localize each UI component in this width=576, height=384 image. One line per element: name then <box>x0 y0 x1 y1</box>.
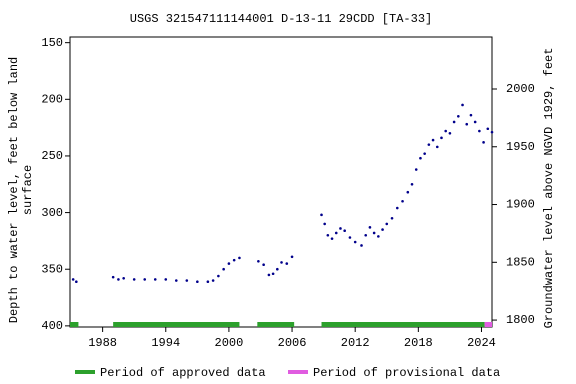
data-point <box>326 233 330 237</box>
data-point <box>238 256 241 260</box>
data-point <box>372 231 376 235</box>
data-point <box>280 261 283 264</box>
period-bar <box>484 322 492 327</box>
y-tick-label: 350 <box>41 262 63 276</box>
data-point <box>410 182 414 186</box>
y-tick-label: 300 <box>41 206 63 220</box>
x-tick-label: 1988 <box>88 336 117 350</box>
data-point <box>290 255 294 259</box>
data-point <box>330 237 334 240</box>
period-bar <box>113 322 240 327</box>
data-point <box>385 222 389 226</box>
x-tick-label: 2012 <box>341 336 370 350</box>
data-point <box>401 199 404 203</box>
data-point <box>406 190 410 194</box>
data-point <box>427 143 431 146</box>
data-point <box>323 222 326 226</box>
data-point <box>285 262 289 265</box>
y2-tick-label: 1950 <box>506 140 535 154</box>
data-point <box>276 267 279 271</box>
data-point <box>206 280 210 283</box>
x-tick-label: 2006 <box>278 336 307 350</box>
data-point <box>211 279 215 282</box>
data-point <box>473 120 477 124</box>
data-point <box>364 233 368 237</box>
data-point <box>465 122 469 126</box>
x-tick-label: 1994 <box>151 336 180 350</box>
data-point <box>381 228 384 231</box>
data-point <box>232 258 236 262</box>
y2-tick-label: 1800 <box>506 313 535 327</box>
data-point <box>334 231 338 235</box>
y-axis-label: surface <box>21 165 35 215</box>
period-bar <box>321 322 485 327</box>
data-point <box>414 168 418 171</box>
data-point <box>452 120 456 124</box>
legend-label: Period of provisional data <box>313 366 500 380</box>
data-point <box>227 262 231 265</box>
data-point <box>217 274 220 278</box>
data-point <box>444 129 447 133</box>
data-point <box>222 267 225 271</box>
y-axis-label: Depth to water level, feet below land <box>7 57 21 323</box>
y-tick-label: 200 <box>41 92 63 106</box>
data-point <box>457 114 460 118</box>
data-point <box>469 113 473 117</box>
data-point <box>390 216 394 220</box>
data-point <box>257 259 260 263</box>
y2-tick-label: 1900 <box>506 198 535 212</box>
data-point <box>262 263 265 266</box>
data-point <box>395 206 399 210</box>
data-point <box>490 130 494 134</box>
data-point <box>348 236 352 239</box>
y-tick-label: 150 <box>41 36 63 50</box>
data-point <box>360 244 363 247</box>
x-tick-label: 2018 <box>404 336 433 350</box>
y2-tick-label: 1850 <box>506 255 535 269</box>
data-point <box>486 127 490 131</box>
x-tick-label: 2024 <box>467 336 496 350</box>
data-point <box>174 279 178 282</box>
data-point <box>122 276 125 280</box>
period-bar <box>70 322 79 327</box>
data-point <box>423 152 426 155</box>
data-point <box>71 278 75 281</box>
data-point <box>431 138 435 142</box>
data-point <box>448 131 452 135</box>
plot-frame <box>69 36 493 328</box>
y2-tick-label: 2000 <box>506 82 535 96</box>
data-point <box>143 278 147 281</box>
data-point <box>320 213 323 217</box>
data-point <box>440 136 443 140</box>
y2-axis-label: Groundwater level above NGVD 1929, feet <box>542 48 556 329</box>
data-point <box>478 129 481 133</box>
data-point <box>461 103 464 107</box>
data-point <box>343 229 346 233</box>
y-tick-label: 250 <box>41 149 63 163</box>
data-point <box>185 279 189 282</box>
data-point <box>271 272 275 276</box>
data-point <box>267 273 271 277</box>
period-bar <box>257 322 295 327</box>
data-point <box>111 275 115 279</box>
chart-title: USGS 321547111144001 D-13-11 29CDD [TA-3… <box>130 12 432 26</box>
data-point <box>153 278 157 281</box>
data-point <box>368 226 372 229</box>
data-point <box>419 156 422 160</box>
data-point <box>353 240 357 244</box>
data-point <box>164 278 168 281</box>
data-point <box>196 280 199 283</box>
data-point <box>75 280 78 283</box>
data-point <box>132 278 136 281</box>
data-point <box>482 141 485 144</box>
data-point <box>339 227 342 230</box>
data-point <box>117 278 120 281</box>
legend-label: Period of approved data <box>100 366 266 380</box>
data-point <box>377 235 380 238</box>
y-tick-label: 400 <box>41 319 63 333</box>
x-tick-label: 2000 <box>215 336 244 350</box>
data-point <box>435 145 439 149</box>
